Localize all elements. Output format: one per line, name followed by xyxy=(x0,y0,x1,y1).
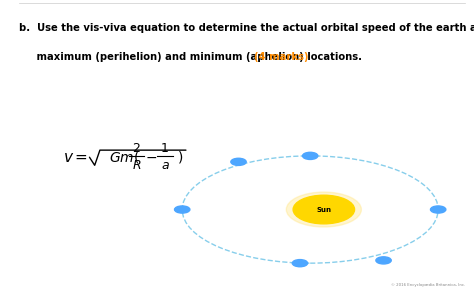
Text: $a$: $a$ xyxy=(161,159,170,172)
Text: March equinox
March 20 or 21: March equinox March 20 or 21 xyxy=(428,140,465,151)
Circle shape xyxy=(231,158,246,165)
Text: 152,100,000 km: 152,100,000 km xyxy=(238,196,273,200)
Text: 1: 1 xyxy=(161,142,169,155)
Text: $v = $: $v = $ xyxy=(63,150,88,165)
Text: $Gm($: $Gm($ xyxy=(109,149,140,165)
Circle shape xyxy=(293,195,355,224)
Text: Earth's orbit around the Sun: Earth's orbit around the Sun xyxy=(146,136,247,141)
Text: perihelion
January 3: perihelion January 3 xyxy=(441,202,465,213)
Text: $)$: $)$ xyxy=(177,149,183,165)
Text: 2: 2 xyxy=(132,142,140,155)
Text: © 2016 Encyclopædia Britannica, Inc.: © 2016 Encyclopædia Britannica, Inc. xyxy=(391,283,465,287)
Circle shape xyxy=(302,152,318,160)
Circle shape xyxy=(430,206,446,213)
Text: maximum (perihelion) and minimum (aphelion) locations.: maximum (perihelion) and minimum (apheli… xyxy=(19,52,365,62)
Text: December solstice
December 21 or 22: December solstice December 21 or 22 xyxy=(418,253,465,264)
Text: $R$: $R$ xyxy=(132,159,141,172)
Text: aphelion
July 4: aphelion July 4 xyxy=(141,237,163,249)
Text: b.  Use the vis-viva equation to determine the actual orbital speed of the earth: b. Use the vis-viva equation to determin… xyxy=(19,23,474,34)
Text: September equinox
September 22 or 23: September equinox September 22 or 23 xyxy=(181,275,230,286)
Text: June solstice
June 21 or 22: June solstice June 21 or 22 xyxy=(146,174,179,185)
Text: $-$: $-$ xyxy=(145,150,157,164)
Circle shape xyxy=(174,206,190,213)
Circle shape xyxy=(376,257,391,264)
Text: Sun: Sun xyxy=(316,207,331,212)
Circle shape xyxy=(292,260,308,267)
Text: (4 marks): (4 marks) xyxy=(254,52,308,62)
Circle shape xyxy=(286,192,361,227)
Text: 147,300,000 km: 147,300,000 km xyxy=(366,196,401,200)
